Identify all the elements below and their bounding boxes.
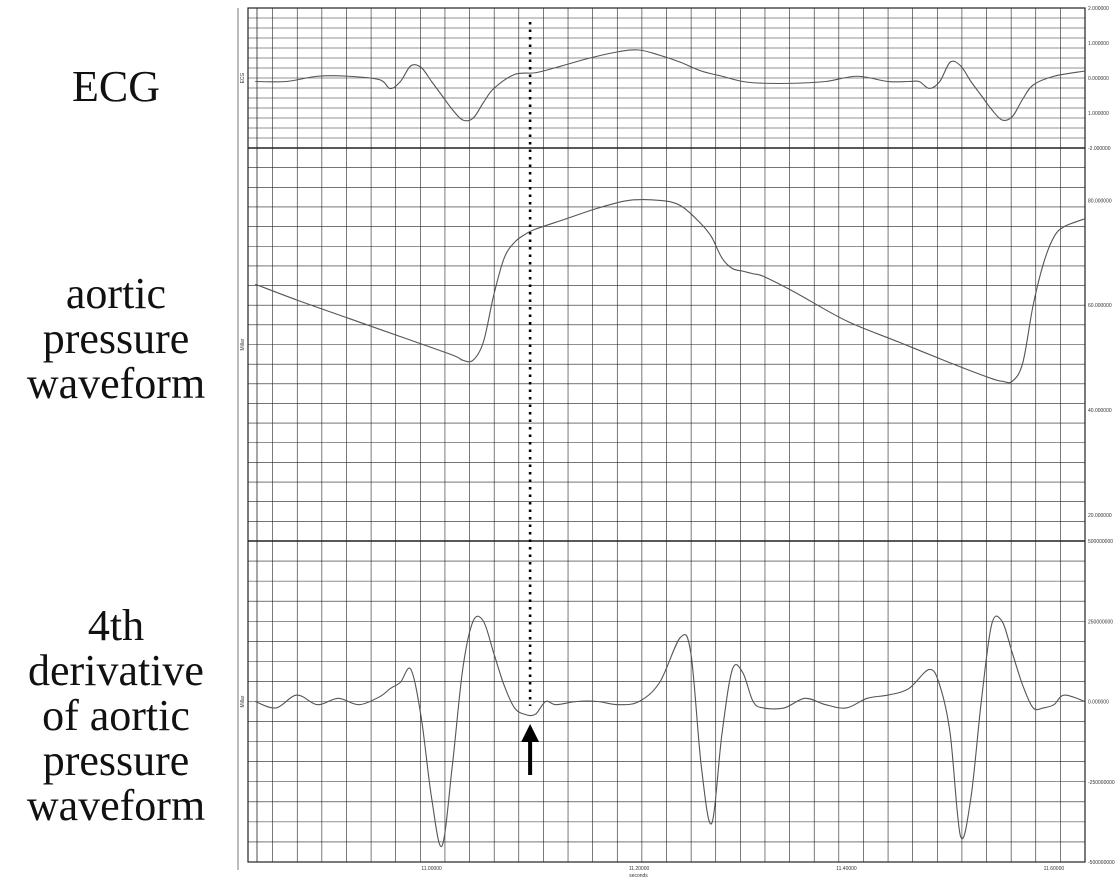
y-tick-label: 250000000 bbox=[1088, 619, 1113, 625]
grid-lines bbox=[237, 7, 1086, 870]
y-tick-label: 80.000000 bbox=[1088, 198, 1112, 204]
arrow-head bbox=[521, 724, 540, 742]
y-tick-label: -500000000 bbox=[1088, 860, 1115, 866]
y-tick-label: 1.000000 bbox=[1088, 41, 1109, 47]
y-axis-label: Millar bbox=[240, 695, 246, 707]
x-axis-label: seconds bbox=[629, 873, 648, 879]
trace-line-0 bbox=[255, 49, 1086, 122]
y-tick-label: 40.000000 bbox=[1088, 408, 1112, 414]
x-tick-label: 11.20000 bbox=[629, 866, 650, 872]
tick-labels: 2.000000 1.000000 0.000000 1.000000 -2.00000… bbox=[240, 6, 1115, 879]
x-tick-label: 11.60000 bbox=[1044, 866, 1065, 872]
x-tick-label: 11.00000 bbox=[421, 866, 442, 872]
y-tick-label: 0.000000 bbox=[1088, 76, 1109, 82]
trace-line-1 bbox=[255, 199, 1086, 384]
traces bbox=[255, 49, 1086, 847]
aortic-pressure-label: aortic pressure waveform bbox=[26, 269, 206, 408]
fourth-derivative-label: 4th derivative of aortic pressure wavefo… bbox=[26, 601, 206, 830]
annotation-markers bbox=[521, 22, 540, 775]
y-tick-label: -2.000000 bbox=[1088, 146, 1111, 152]
ecg-label: ECG bbox=[72, 62, 160, 111]
y-tick-label: 20.000000 bbox=[1088, 513, 1112, 519]
x-tick-label: 11.40000 bbox=[836, 866, 857, 872]
y-tick-label: 2.000000 bbox=[1088, 6, 1109, 12]
y-tick-label: 1.000000 bbox=[1088, 111, 1109, 117]
y-tick-label: -250000000 bbox=[1088, 780, 1115, 786]
y-axis-label: ECG bbox=[240, 72, 246, 83]
y-tick-label: 60.000000 bbox=[1088, 303, 1112, 309]
y-axis-label: Millar bbox=[240, 338, 246, 350]
trace-line-2 bbox=[255, 615, 1086, 847]
y-tick-label: 500000000 bbox=[1088, 539, 1113, 545]
y-tick-label: 0.000000 bbox=[1088, 700, 1109, 706]
